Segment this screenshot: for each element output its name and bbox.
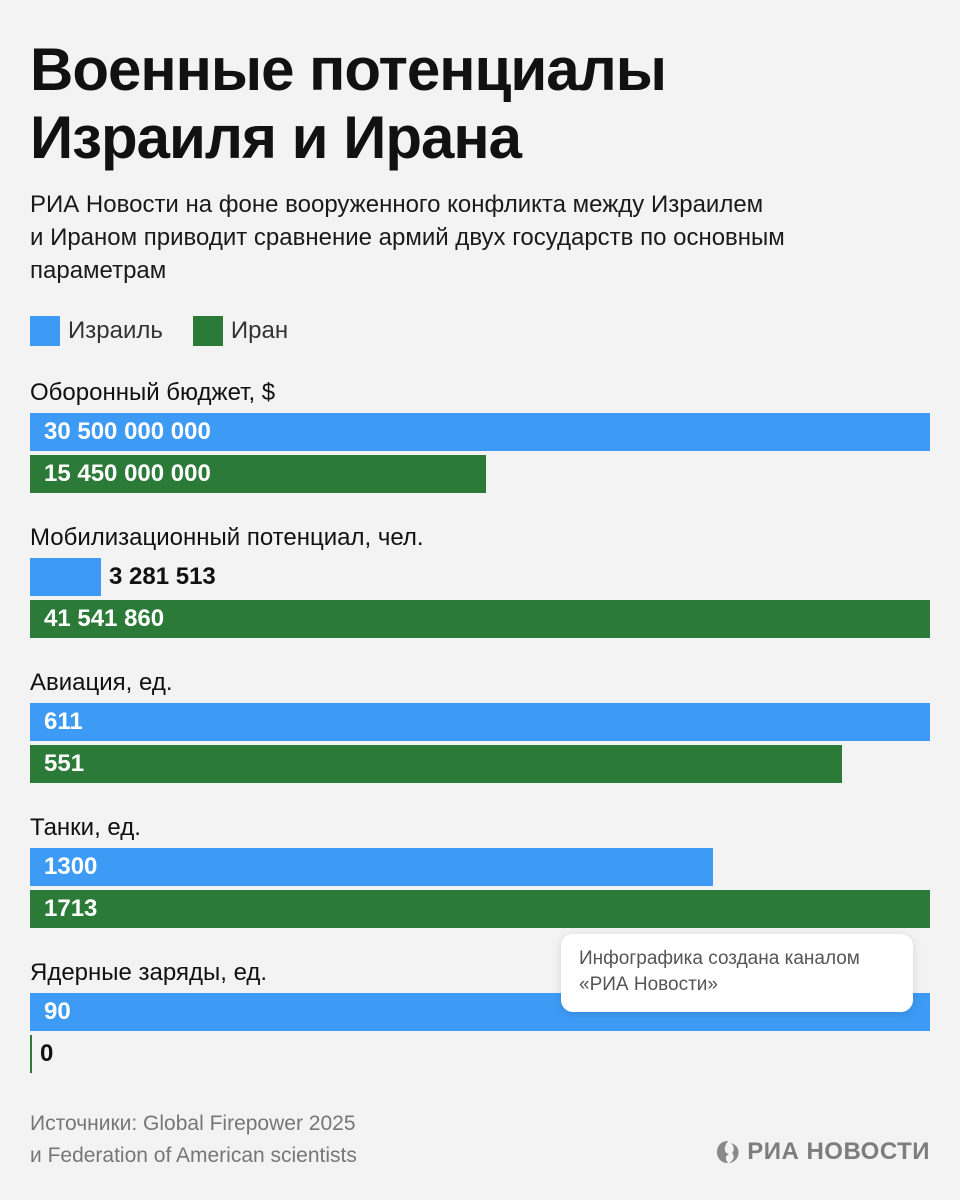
group-label: Мобилизационный потенциал, чел.	[30, 524, 424, 551]
ria-logo: РИА НОВОСТИ	[715, 1138, 930, 1166]
group-label: Оборонный бюджет, $	[30, 379, 276, 406]
bar	[30, 558, 101, 596]
bar-row: 41 541 860	[30, 600, 930, 638]
bar-value-label: 3 281 513	[109, 563, 216, 590]
group-label: Авиация, ед.	[30, 669, 173, 696]
sources: Источники: Global Firepower 2025 и Feder…	[30, 1108, 357, 1172]
subtitle-line-3: параметрам	[30, 257, 167, 284]
bar-group: Мобилизационный потенциал, чел. 3 281 513…	[30, 523, 930, 653]
legend-label-iran: Иран	[230, 317, 289, 344]
page-title: Военные потенциалы Израиля и Ирана	[30, 36, 930, 172]
legend-item-israel: Израиль	[30, 316, 163, 346]
legend-swatch-israel	[30, 316, 60, 346]
bar	[30, 703, 930, 741]
title-line-2: Израиля и Ирана	[30, 104, 522, 171]
bar	[30, 890, 930, 928]
sources-line-2: и Federation of American scientists	[30, 1144, 357, 1167]
bar-value-label: 1300	[44, 853, 98, 880]
bar	[30, 848, 713, 886]
bar-row: 30 500 000 000	[30, 413, 930, 451]
infographic: Военные потенциалы Израиля и Ирана РИА Н…	[30, 0, 930, 1200]
title-line-1: Военные потенциалы	[30, 36, 667, 103]
bar	[30, 745, 842, 783]
subtitle-line-2: и Ираном приводит сравнение армий двух г…	[30, 224, 785, 251]
credit-badge: Инфографика создана каналом «РИА Новости…	[561, 934, 913, 1012]
bar	[30, 1035, 32, 1073]
credit-badge-line-1: Инфографика создана каналом	[579, 948, 860, 969]
subtitle: РИА Новости на фоне вооруженного конфлик…	[30, 188, 890, 287]
bar-value-label: 551	[44, 750, 85, 777]
bar-row: 3 281 513	[30, 558, 930, 596]
bar-group: Оборонный бюджет, $ 30 500 000 000 15 450 …	[30, 378, 930, 508]
legend-swatch-iran	[192, 316, 223, 346]
subtitle-line-1: РИА Новости на фоне вооруженного конфлик…	[30, 191, 764, 218]
bar-value-label: 15 450 000 000	[44, 460, 211, 487]
bar-row: 0	[30, 1035, 930, 1073]
bar-row: 1300	[30, 848, 930, 886]
legend: Израиль Иран	[30, 314, 318, 348]
bar-group: Авиация, ед. 611 551	[30, 668, 930, 798]
bar-row: 611	[30, 703, 930, 741]
bar-value-label: 41 541 860	[44, 605, 165, 632]
bar-row: 551	[30, 745, 930, 783]
legend-label-israel: Израиль	[68, 317, 163, 344]
bar-value-label: 1713	[44, 895, 98, 922]
legend-item-iran: Иран	[192, 316, 289, 346]
bar-value-label: 0	[40, 1040, 54, 1067]
bar	[30, 413, 930, 451]
sources-line-1: Источники: Global Firepower 2025	[30, 1112, 356, 1135]
group-label: Танки, ед.	[30, 814, 141, 841]
ria-logo-text: РИА НОВОСТИ	[747, 1138, 930, 1165]
bar-row: 1713	[30, 890, 930, 928]
ria-logo-icon	[717, 1141, 739, 1163]
bar	[30, 600, 930, 638]
bar	[30, 455, 486, 493]
bar-value-label: 90	[44, 998, 71, 1025]
bar-group: Танки, ед. 1300 1713	[30, 813, 930, 943]
bar-value-label: 30 500 000 000	[44, 418, 211, 445]
credit-badge-line-2: «РИА Новости»	[579, 974, 718, 995]
bar-value-label: 611	[44, 708, 83, 735]
bar-row: 15 450 000 000	[30, 455, 930, 493]
group-label: Ядерные заряды, ед.	[30, 959, 268, 986]
